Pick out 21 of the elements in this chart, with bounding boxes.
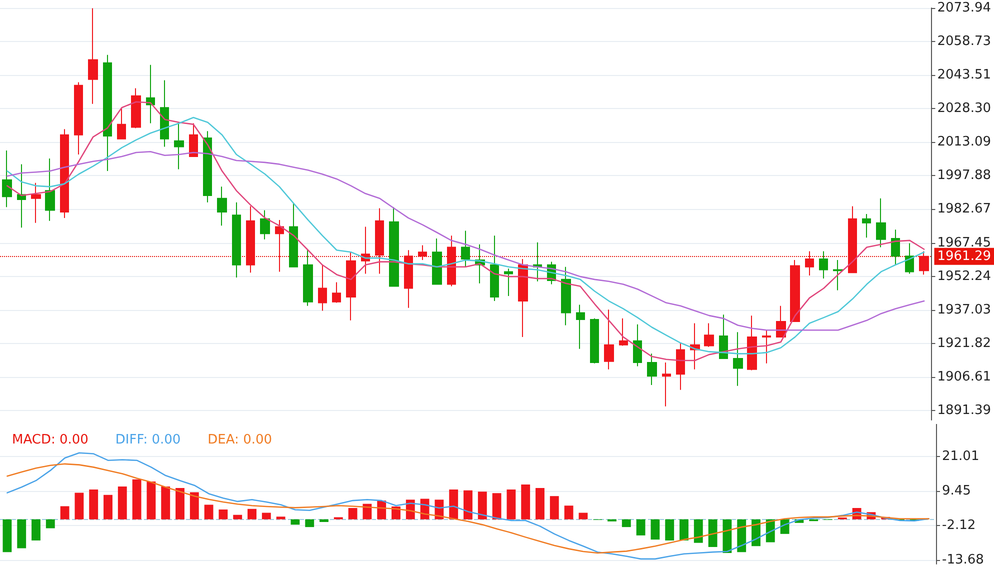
y-tick-label: 1997.88 [937, 168, 992, 184]
y-tick-label: 1906.61 [937, 369, 992, 384]
y-tick-label: 2043.51 [937, 68, 992, 83]
y-tick-label: 2073.94 [937, 0, 992, 16]
y-tick-label: 21.01 [942, 449, 980, 464]
y-tick-label: 1891.39 [937, 402, 992, 418]
text: DEA: 0.00 [208, 432, 272, 448]
y-tick-label: 2013.09 [937, 134, 992, 150]
y-tick-label: 2028.30 [937, 101, 992, 116]
text: MACD: 0.00 [12, 432, 88, 448]
y-tick-label: 1952.24 [937, 268, 992, 284]
y-tick-label: 1921.82 [937, 336, 992, 351]
y-tick-label: 1982.67 [937, 202, 992, 217]
y-tick-label: 9.45 [942, 484, 971, 499]
y-tick-label: -2.12 [942, 518, 976, 534]
y-tick-label: 2058.73 [937, 34, 992, 50]
y-tick-label: -13.68 [942, 552, 984, 568]
y-tick-label: 1937.03 [937, 302, 992, 318]
series-label: DIFF: 0.00 [115, 432, 181, 448]
ref-line-label: 1961.29 [937, 248, 992, 264]
y-tick-label: 1967.45 [937, 235, 992, 250]
